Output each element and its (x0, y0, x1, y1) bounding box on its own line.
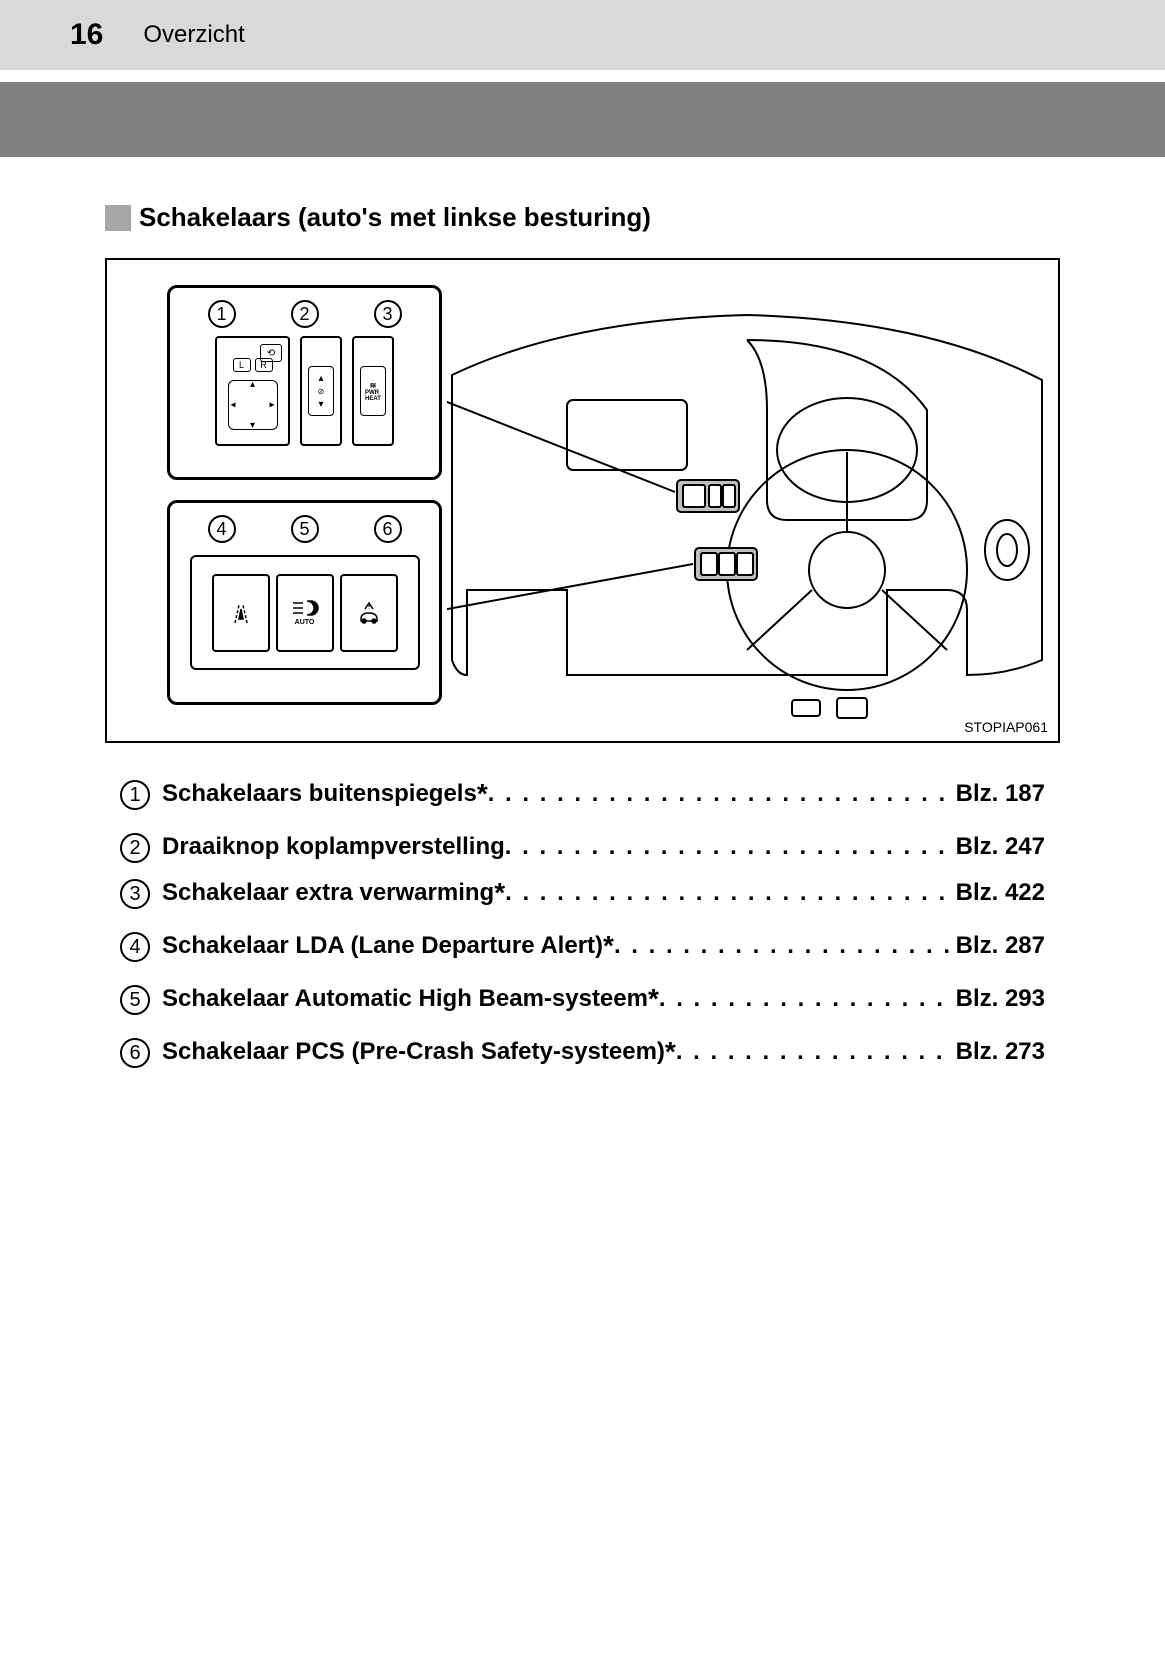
mirror-fold-icon: ⟲ (260, 344, 282, 362)
heat-label: PWR HEAT (365, 390, 381, 402)
callout-group-bottom: 4 5 6 (167, 500, 442, 705)
lda-icon (227, 599, 255, 627)
switch-row-top: ⟲ L R ◂▸ ▴⊘▾ ≋ PWR HEAT (170, 336, 439, 446)
leader-dots (505, 870, 952, 916)
heat-wave-icon: ≋ (370, 381, 377, 390)
content-area: Schakelaars (auto's met linkse besturing… (0, 157, 1165, 1083)
ahb-switch: AUTO (276, 574, 334, 652)
ref-label-5: Schakelaar Automatic High Beam-systeem* (162, 976, 659, 1029)
ref-page-2: Blz. 247 (952, 824, 1045, 870)
section-title: Schakelaars (auto's met linkse besturing… (139, 202, 651, 233)
ref-row-4: 4 Schakelaar LDA (Lane Departure Alert)*… (120, 923, 1045, 976)
page-header: 16 Overzicht (0, 0, 1165, 70)
lda-switch (212, 574, 270, 652)
ahb-auto-label: AUTO (295, 619, 315, 626)
diagram-code: STOPIAP061 (964, 719, 1048, 735)
switch-row-bottom: AUTO (170, 551, 439, 670)
ref-num-4: 4 (120, 932, 150, 962)
header-title: Overzicht (143, 21, 244, 49)
callout-number-row-top: 1 2 3 (170, 288, 439, 336)
ref-page-4: Blz. 287 (952, 923, 1045, 969)
ref-row-5: 5 Schakelaar Automatic High Beam-systeem… (120, 976, 1045, 1029)
reference-list: 1 Schakelaars buitenspiegels* Blz. 187 2… (105, 771, 1060, 1083)
leader-dots (676, 1029, 952, 1075)
ref-page-5: Blz. 293 (952, 976, 1045, 1022)
callout-number-1: 1 (208, 300, 236, 328)
callout-group-top: 1 2 3 ⟲ L R ◂▸ ▴⊘▾ (167, 285, 442, 480)
ref-page-1: Blz. 187 (952, 771, 1045, 817)
ref-label-1: Schakelaars buitenspiegels* (162, 771, 488, 824)
ref-num-5: 5 (120, 985, 150, 1015)
highbeam-icon (291, 599, 319, 617)
pcs-icon (355, 599, 383, 627)
callout-number-5: 5 (291, 515, 319, 543)
leader-dots (659, 976, 952, 1022)
headlamp-level-switch: ▴⊘▾ (300, 336, 342, 446)
page-number: 16 (70, 18, 103, 52)
ref-label-6: Schakelaar PCS (Pre-Crash Safety-systeem… (162, 1029, 676, 1082)
ref-num-2: 2 (120, 833, 150, 863)
ref-num-6: 6 (120, 1038, 150, 1068)
callout-number-row-bottom: 4 5 6 (170, 503, 439, 551)
dashboard-illustration (447, 280, 1047, 730)
heading-marker-box (105, 205, 131, 231)
ref-label-4: Schakelaar LDA (Lane Departure Alert)* (162, 923, 614, 976)
mirror-switch: ⟲ L R ◂▸ (215, 336, 290, 446)
heater-button-icon: ≋ PWR HEAT (360, 366, 386, 416)
ref-row-1: 1 Schakelaars buitenspiegels* Blz. 187 (120, 771, 1045, 824)
callout-number-6: 6 (374, 515, 402, 543)
ref-label-2: Draaiknop koplampverstelling (162, 824, 505, 870)
heater-switch: ≋ PWR HEAT (352, 336, 394, 446)
headlamp-knob-icon: ▴⊘▾ (308, 366, 334, 416)
pcs-switch (340, 574, 398, 652)
callout-number-3: 3 (374, 300, 402, 328)
leader-dots (614, 923, 952, 969)
header-strip (0, 82, 1165, 157)
section-heading: Schakelaars (auto's met linkse besturing… (105, 202, 1060, 233)
ref-page-3: Blz. 422 (952, 870, 1045, 916)
ref-num-1: 1 (120, 780, 150, 810)
ref-row-3: 3 Schakelaar extra verwarming* Blz. 422 (120, 870, 1045, 923)
lower-switch-panel: AUTO (190, 555, 420, 670)
mirror-direction-pad: ◂▸ (228, 380, 278, 430)
callout-number-2: 2 (291, 300, 319, 328)
ref-label-3: Schakelaar extra verwarming* (162, 870, 505, 923)
ref-row-6: 6 Schakelaar PCS (Pre-Crash Safety-syste… (120, 1029, 1045, 1082)
diagram-frame: 1 2 3 ⟲ L R ◂▸ ▴⊘▾ (105, 258, 1060, 743)
callout-number-4: 4 (208, 515, 236, 543)
ref-page-6: Blz. 273 (952, 1029, 1045, 1075)
leader-dots (505, 824, 952, 870)
leader-dots (488, 771, 952, 817)
ref-row-2: 2 Draaiknop koplampverstelling Blz. 247 (120, 824, 1045, 870)
mirror-left-label: L (233, 358, 251, 372)
ref-num-3: 3 (120, 879, 150, 909)
